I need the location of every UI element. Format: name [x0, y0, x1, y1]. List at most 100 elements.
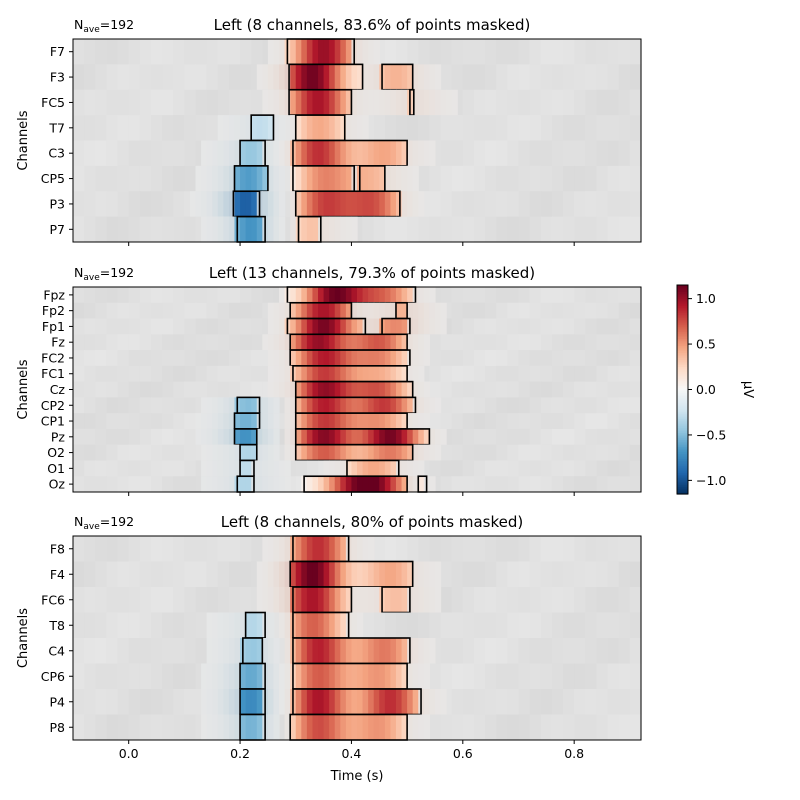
- significant-cell: [334, 115, 341, 141]
- heatmap-bg-cell: [128, 216, 141, 243]
- heatmap-bg-cell: [596, 365, 609, 383]
- significant-cell: [301, 89, 308, 116]
- significant-cell: [384, 413, 392, 430]
- significant-cell: [340, 587, 347, 613]
- colorbar-cell: [677, 307, 688, 310]
- significant-cell: [329, 663, 336, 690]
- heatmap-bg-cell: [596, 663, 609, 690]
- significant-cell: [251, 216, 258, 243]
- channel-label-fc6: FC6: [41, 592, 65, 607]
- heatmap-bg-cell: [462, 216, 475, 243]
- heatmap-bg-cell: [206, 318, 219, 335]
- significant-cell: [334, 318, 341, 335]
- masked-cell: [357, 587, 364, 613]
- significant-cell: [245, 413, 252, 430]
- heatmap-bg-cell: [228, 287, 241, 304]
- heatmap-bg-cell: [117, 413, 130, 430]
- significant-cell: [401, 287, 408, 304]
- heatmap-row-f3: [73, 63, 642, 91]
- significant-cell: [345, 476, 353, 493]
- significant-cell: [329, 536, 336, 562]
- heatmap-bg-cell: [618, 191, 631, 218]
- heatmap-bg-cell: [240, 64, 252, 91]
- heatmap-bg-cell: [373, 115, 386, 141]
- significant-cell: [301, 39, 308, 65]
- masked-cell: [201, 140, 208, 167]
- masked-cell: [423, 397, 430, 414]
- masked-cell: [373, 64, 380, 91]
- significant-cell: [334, 444, 341, 461]
- significant-cell: [312, 140, 319, 167]
- channel-label-pz: Pz: [51, 429, 66, 444]
- heatmap-bg-cell: [473, 191, 486, 218]
- significant-cell: [329, 365, 336, 383]
- significant-cell: [256, 612, 263, 639]
- heatmap-bg-cell: [485, 476, 497, 493]
- heatmap-bg-cell: [540, 39, 553, 65]
- heatmap-bg-cell: [128, 140, 141, 167]
- masked-cell: [279, 39, 286, 65]
- significant-cell: [340, 561, 347, 588]
- masked-cell: [223, 115, 230, 141]
- heatmap-bg-cell: [217, 39, 230, 65]
- heatmap-bg-cell: [574, 663, 586, 690]
- masked-cell: [234, 612, 241, 639]
- heatmap-bg-cell: [373, 216, 386, 243]
- masked-cell: [279, 216, 286, 243]
- heatmap-bg-cell: [574, 428, 586, 446]
- masked-cell: [368, 318, 375, 335]
- heatmap-bg-cell: [551, 689, 564, 715]
- significant-cell: [329, 612, 336, 639]
- significant-cell: [301, 302, 308, 319]
- significant-cell: [295, 334, 302, 351]
- significant-cell: [384, 365, 392, 383]
- heatmap-bg-cell: [206, 287, 219, 304]
- colorbar-cell: [677, 478, 688, 481]
- significant-cell: [318, 428, 325, 446]
- colorbar-cell: [677, 377, 688, 380]
- heatmap-bg-cell: [551, 381, 564, 398]
- masked-cell: [429, 561, 436, 588]
- heatmap-bg-cell: [73, 476, 85, 493]
- significant-cell: [401, 428, 408, 446]
- heatmap-row-o2: [73, 443, 642, 462]
- significant-cell: [334, 191, 341, 218]
- heatmap-bg-cell: [162, 397, 174, 414]
- significant-cell: [334, 334, 341, 351]
- heatmap-bg-cell: [462, 191, 475, 218]
- heatmap-bg-cell: [195, 638, 208, 664]
- heatmap-bg-cell: [84, 381, 96, 398]
- significant-cell: [312, 428, 319, 446]
- significant-cell: [401, 444, 408, 461]
- masked-cell: [267, 318, 275, 335]
- masked-cell: [206, 191, 213, 218]
- heatmap-bg-cell: [128, 287, 141, 304]
- heatmap-bg-cell: [106, 460, 119, 477]
- colorbar-cell: [677, 356, 688, 359]
- heatmap-bg-cell: [84, 663, 96, 690]
- significant-cell: [245, 714, 252, 741]
- significant-cell: [379, 381, 386, 398]
- heatmap-bg-cell: [496, 318, 508, 335]
- heatmap-bg-cell: [540, 536, 553, 562]
- heatmap-bg-cell: [496, 302, 508, 319]
- heatmap-bg-cell: [217, 587, 230, 613]
- heatmap-bg-cell: [162, 64, 174, 91]
- colorbar-cell: [677, 433, 688, 436]
- masked-cell: [340, 460, 347, 477]
- masked-cell: [412, 302, 419, 319]
- heatmap-bg-cell: [184, 365, 197, 383]
- heatmap-bg-cell: [173, 714, 185, 741]
- heatmap-bg-cell: [228, 561, 241, 588]
- heatmap-bg-cell: [585, 444, 598, 461]
- heatmap-bg-cell: [451, 287, 464, 304]
- significant-cell: [295, 89, 302, 116]
- heatmap-bg-cell: [529, 191, 542, 218]
- channel-label-cp6: CP6: [41, 669, 65, 684]
- heatmap-bg-cell: [451, 413, 464, 430]
- heatmap-bg-cell: [139, 140, 152, 167]
- heatmap-bg-cell: [173, 428, 185, 446]
- masked-cell: [434, 561, 442, 588]
- heatmap-bg-cell: [607, 714, 620, 741]
- heatmap-bg-cell: [540, 444, 553, 461]
